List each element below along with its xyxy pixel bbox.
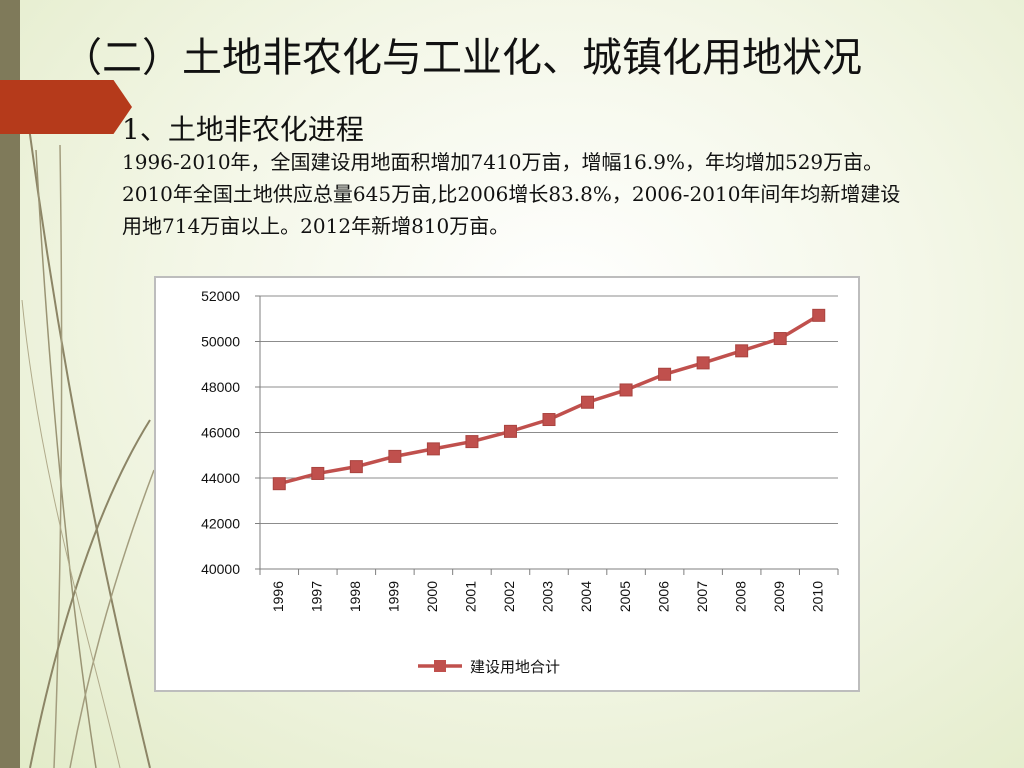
x-tick-label: 2000 <box>424 581 440 612</box>
x-tick-label: 1998 <box>347 581 363 612</box>
x-tick-label: 2003 <box>540 581 556 612</box>
data-point-2008 <box>735 344 749 358</box>
line-chart: 40000 42000 44000 46000 48000 50000 52000 1996… <box>154 276 860 692</box>
body-paragraph: 1996-2010年，全国建设用地面积增加7410万亩，增幅16.9%，年均增加… <box>122 150 901 238</box>
data-point-2006 <box>658 367 672 381</box>
x-tick-label: 1997 <box>309 581 325 612</box>
x-tick-label: 2007 <box>694 581 710 612</box>
x-tick-label: 2006 <box>655 581 671 612</box>
title-accent-tab <box>0 80 132 134</box>
x-tick-label: 2002 <box>501 581 517 612</box>
data-point-2010 <box>812 308 826 322</box>
chart-gridlines <box>260 295 838 570</box>
x-tick-label: 2004 <box>578 581 594 612</box>
y-tick-label: 46000 <box>201 425 240 441</box>
data-point-2009 <box>773 332 787 346</box>
series-line <box>278 313 820 486</box>
data-point-2002 <box>503 424 517 438</box>
legend-label: 建设用地合计 <box>470 658 560 676</box>
x-tick-label: 2001 <box>463 581 479 612</box>
chart-legend: 建设用地合计 <box>418 658 560 676</box>
data-point-2001 <box>465 435 479 449</box>
y-tick-label: 44000 <box>201 470 240 486</box>
y-tick-label: 52000 <box>201 288 240 304</box>
data-point-2003 <box>542 413 556 427</box>
data-point-2007 <box>696 356 710 370</box>
data-point-1996 <box>272 477 286 491</box>
x-tick-label: 1999 <box>386 581 402 612</box>
series-group <box>272 308 826 491</box>
y-tick-label: 50000 <box>201 334 240 350</box>
decorative-curves <box>21 119 155 768</box>
data-point-1997 <box>311 466 325 480</box>
x-tick-label: 1996 <box>270 581 286 612</box>
data-point-2000 <box>426 442 440 456</box>
y-tick-label: 48000 <box>201 379 240 395</box>
left-accent-bar <box>0 0 20 768</box>
section-subtitle: 1、土地非农化进程 <box>122 113 364 146</box>
data-point-1998 <box>349 460 363 474</box>
slide-title: （二）土地非农化与工业化、城镇化用地状况 <box>62 35 862 81</box>
x-axis: 1996 1997 1998 1999 2000 2001 2002 2003 2004 2005… <box>259 569 839 612</box>
x-tick-label: 2009 <box>771 581 787 612</box>
x-tick-label: 2010 <box>809 581 825 612</box>
data-point-1999 <box>388 449 402 463</box>
data-point-2005 <box>619 383 633 397</box>
y-tick-label: 40000 <box>201 561 240 577</box>
x-tick-label: 2005 <box>617 581 633 612</box>
x-tick-label: 2008 <box>732 581 748 612</box>
y-tick-label: 42000 <box>201 516 240 532</box>
data-point-2004 <box>581 395 595 409</box>
legend-marker <box>434 660 446 672</box>
chart-canvas: 40000 42000 44000 46000 48000 50000 52000 1996… <box>201 288 839 676</box>
y-axis: 40000 42000 44000 46000 48000 50000 52000 <box>201 288 261 577</box>
